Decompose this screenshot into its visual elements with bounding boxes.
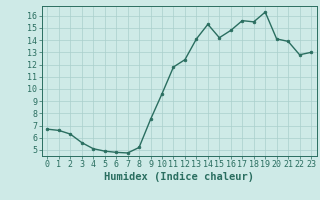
X-axis label: Humidex (Indice chaleur): Humidex (Indice chaleur) xyxy=(104,172,254,182)
